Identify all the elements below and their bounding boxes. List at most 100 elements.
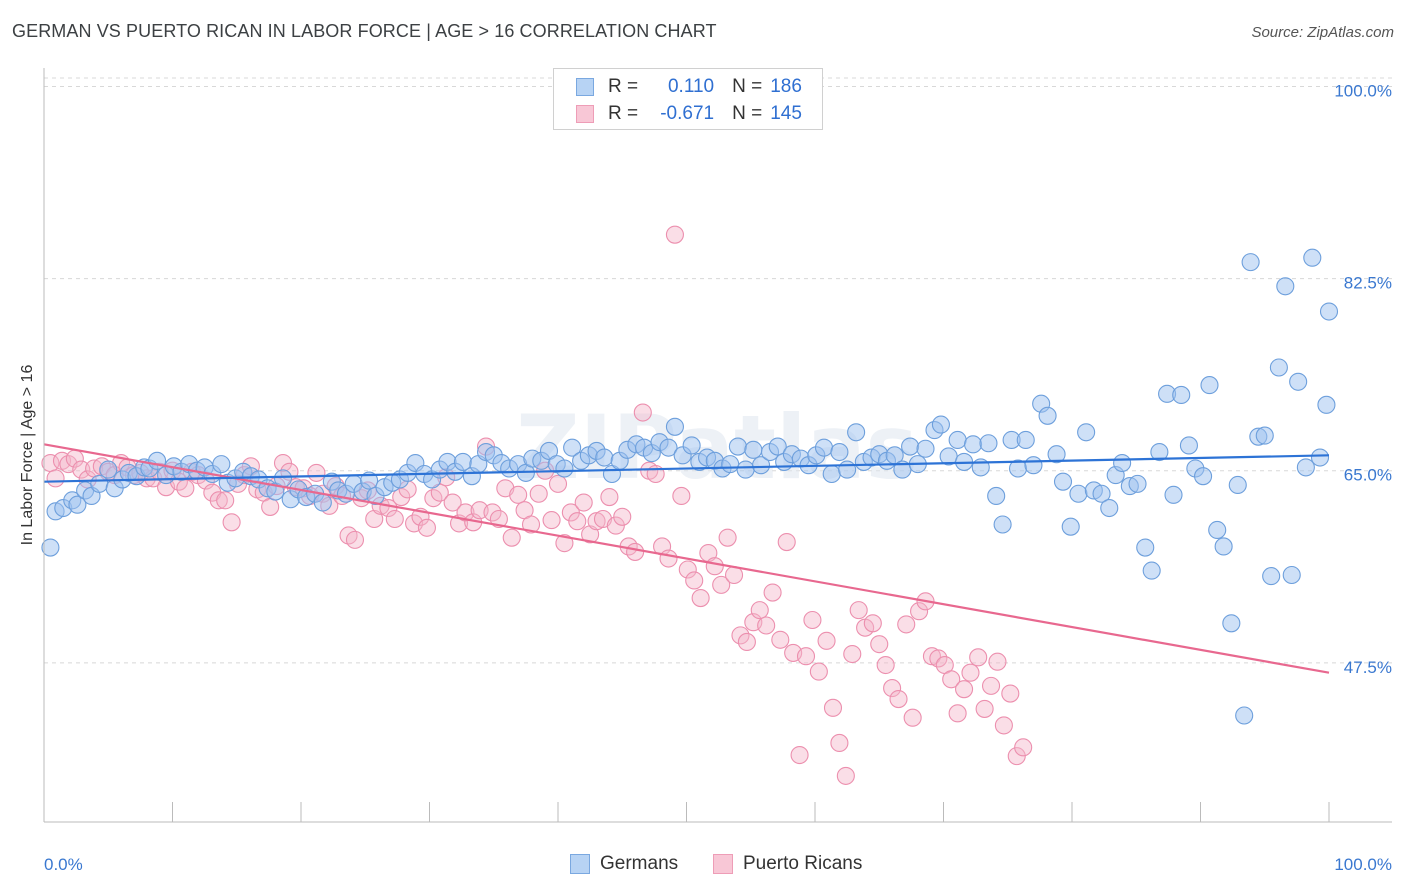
puerto-rican-point (365, 509, 384, 529)
german-point (830, 442, 849, 462)
german-point (212, 455, 231, 474)
puerto-rican-point (830, 733, 849, 753)
german-r-value: 0.110 (667, 76, 715, 97)
puerto-rican-point (222, 513, 241, 532)
bottom-german-swatch (570, 854, 590, 874)
german-point (682, 436, 701, 455)
german-point (1024, 456, 1043, 475)
puerto-rican-point (392, 487, 411, 507)
german-point (665, 417, 684, 436)
german-n-label: N = (732, 76, 763, 97)
german-point (659, 438, 678, 457)
german-point (1319, 302, 1339, 321)
german-point (1276, 277, 1295, 296)
german-point (1241, 253, 1260, 272)
german-point (822, 464, 841, 484)
german-point (1038, 406, 1057, 425)
puerto-rican-point (731, 626, 750, 645)
german-point (1317, 395, 1336, 414)
puerto-rican-point (626, 542, 645, 561)
german-point (1179, 436, 1198, 455)
puerto-rican-point (574, 493, 593, 512)
german-point (1235, 706, 1254, 725)
puerto-rican-point (961, 663, 980, 682)
german-point (360, 471, 379, 490)
german-point (1100, 498, 1119, 518)
bottom-puerto-swatch (713, 854, 733, 874)
puerto-rican-point (529, 484, 548, 503)
puerto-r-label: R = (608, 103, 639, 124)
german-point (1194, 467, 1213, 486)
puerto-rican-point (712, 575, 731, 594)
legend-row-puerto-ricans: R = -0.671 N = 145 (576, 102, 802, 126)
puerto-rican-point (568, 512, 587, 531)
puerto-rican-point (659, 549, 678, 568)
german-point (68, 495, 87, 514)
german-point (744, 440, 763, 459)
puerto-n-label: N = (732, 103, 763, 124)
puerto-rican-points (41, 225, 1033, 785)
german-point (273, 469, 293, 488)
bottom-german-label: Germans (600, 853, 679, 874)
puerto-rican-point (718, 528, 737, 547)
puerto-rican-point (750, 601, 769, 620)
german-point (1303, 248, 1322, 267)
puerto-n-value: 145 (770, 103, 802, 124)
puerto-rican-point (216, 491, 235, 510)
german-point (1255, 426, 1274, 445)
puerto-rican-point (870, 635, 889, 654)
german-point (1092, 484, 1111, 503)
y-tick-label: 65.0% (1344, 466, 1392, 485)
puerto-rican-point (771, 630, 790, 649)
puerto-rican-point (1001, 684, 1020, 703)
puerto-rican-point (685, 571, 704, 590)
puerto-rican-point (417, 518, 436, 537)
german-point (751, 456, 771, 475)
german-point (1113, 453, 1132, 473)
german-point (916, 439, 935, 458)
puerto-rican-point (969, 648, 988, 667)
german-points (41, 248, 1339, 725)
german-point (1228, 475, 1247, 495)
puerto-rican-point (678, 560, 697, 579)
german-point (1136, 538, 1155, 557)
german-point (99, 460, 118, 479)
german-point (1262, 567, 1281, 586)
puerto-rican-point (843, 644, 862, 664)
puerto-rican-point (672, 486, 691, 506)
german-point (555, 459, 574, 478)
german-point (1069, 484, 1088, 503)
puerto-rican-point (737, 632, 756, 652)
german-point (838, 460, 857, 479)
puerto-rican-point (665, 225, 684, 244)
puerto-rican-point (790, 745, 809, 765)
puerto-rican-point (803, 610, 822, 630)
german-point (987, 486, 1006, 506)
german-point (1310, 448, 1330, 467)
puerto-rican-point (542, 511, 561, 530)
german-point (1047, 445, 1066, 464)
puerto-rican-point (817, 631, 836, 650)
puerto-rican-point (385, 509, 404, 529)
puerto-rican-point (903, 708, 922, 727)
puerto-rican-point (581, 525, 600, 544)
german-point (1061, 517, 1080, 536)
puerto-rican-point (489, 509, 508, 529)
puerto-rican-point (757, 616, 776, 635)
german-point (993, 515, 1012, 534)
german-point (728, 437, 747, 456)
german-point (1053, 472, 1073, 491)
puerto-rican-point (502, 528, 521, 547)
german-trend-line (43, 454, 1330, 483)
puerto-rican-point (456, 503, 475, 522)
german-point (1200, 376, 1219, 395)
puerto-rican-point (975, 699, 994, 718)
legend-row-germans: R = 0.110 N = 186 (576, 75, 802, 99)
german-point (313, 493, 332, 512)
german-point (931, 415, 950, 434)
bottom-puerto-label: Puerto Ricans (743, 853, 863, 874)
german-point (1222, 614, 1241, 633)
correlation-legend: R = 0.110 N = 186 R = -0.671 N = 145 (553, 68, 823, 130)
puerto-rican-point (46, 469, 65, 488)
axis-layer: 47.5% 65.0% 82.5% 100.0% 0.0% 100.0% (43, 68, 1392, 874)
